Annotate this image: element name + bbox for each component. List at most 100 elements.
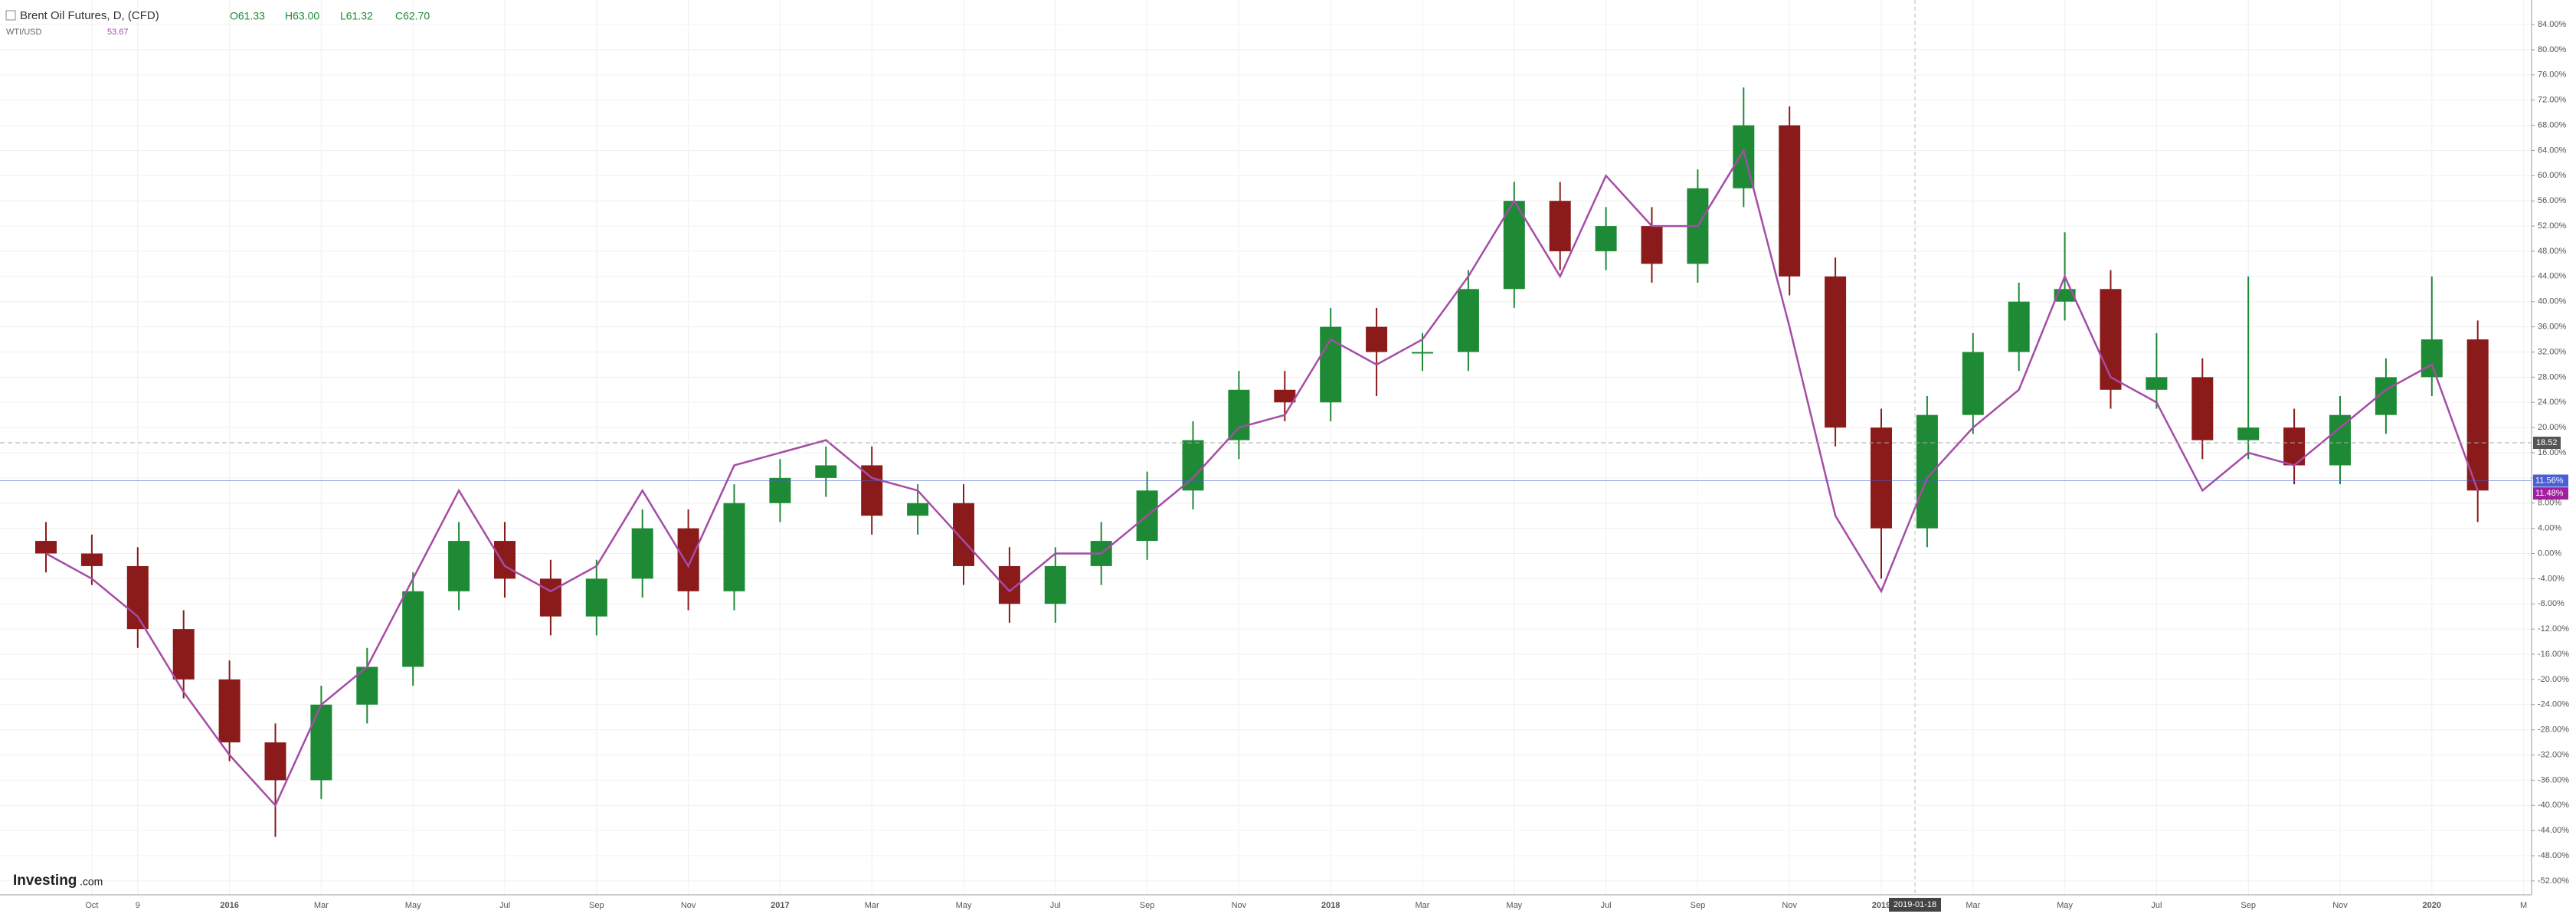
y-tick-label: 32.00% [2538,347,2567,356]
crosshair-label: 2019-01-18 [1894,900,1936,909]
candle-body [35,541,57,554]
y-tick-label: -40.00% [2538,801,2569,810]
y-tick-label: 60.00% [2538,171,2567,180]
candle-body [769,477,791,503]
x-tick-label: Oct [85,901,98,910]
x-tick-label: Jul [2151,901,2162,910]
y-tick-label: -24.00% [2538,700,2569,709]
candle-body [953,503,974,566]
x-tick-label: Jul [1601,901,1612,910]
y-tick-label: 48.00% [2538,247,2567,256]
candle-body [1320,326,1342,403]
price-tag: 18.52 [2536,438,2558,447]
x-tick-label: Mar [1966,901,1980,910]
candle-body [126,565,149,630]
candle-body [448,541,470,591]
candle-body [1916,414,1938,529]
candle-body [2329,414,2351,466]
y-tick-label: -20.00% [2538,675,2569,684]
y-tick-label: 84.00% [2538,20,2567,29]
logo-suffix: .com [80,876,103,888]
candle-body [1549,201,1571,251]
x-tick-label: Nov [1782,901,1797,910]
y-tick-label: 20.00% [2538,423,2567,432]
y-tick-label: -16.00% [2538,650,2569,659]
pct-tag: 11.48% [2535,489,2564,498]
y-tick-label: -4.00% [2538,574,2565,583]
y-tick-label: -48.00% [2538,851,2569,860]
candle-body [2008,301,2030,352]
x-tick-label: Jul [1050,901,1061,910]
x-tick-label: Mar [1416,901,1430,910]
x-tick-label: May [1506,901,1522,910]
compare-name: WTI/USD [6,28,41,37]
x-tick-label: May [2057,901,2073,910]
candle-body [1871,427,1892,529]
candle-body [631,528,653,579]
y-tick-label: -52.00% [2538,876,2569,886]
y-tick-label: 68.00% [2538,120,2567,129]
x-tick-label: Sep [2240,901,2256,910]
candle-body [1641,226,1663,264]
candle-body [723,503,745,591]
x-tick-label: Nov [681,901,696,910]
x-tick-label: 2016 [220,901,238,910]
x-tick-label: Sep [1140,901,1155,910]
candle-body [815,465,837,478]
candle-body [1044,565,1066,604]
x-tick-label: May [405,901,421,910]
x-tick-label: May [956,901,972,910]
candle-body [80,553,103,566]
y-tick-label: -32.00% [2538,750,2569,759]
candle-body [861,465,883,516]
x-tick-label: 2020 [2423,901,2441,910]
y-tick-label: -8.00% [2538,599,2565,608]
y-tick-label: 40.00% [2538,297,2567,306]
candle-body [1595,226,1617,251]
y-tick-label: 36.00% [2538,323,2567,332]
x-tick-label: Sep [1691,901,1706,910]
x-tick-label: Mar [865,901,879,910]
chart-title: Brent Oil Futures, D, (CFD) [20,9,159,22]
x-tick-label: 2019 [1872,901,1890,910]
y-tick-label: 76.00% [2538,70,2567,80]
y-tick-label: -28.00% [2538,725,2569,735]
candle-body [218,679,241,743]
candle-body [172,629,195,680]
x-tick-label: M [2520,901,2527,910]
pct-tag-box [2533,474,2568,487]
candle-body [1779,125,1801,277]
candle-body [2146,377,2168,390]
y-tick-label: -44.00% [2538,826,2569,835]
collapse-icon[interactable] [5,10,16,21]
candle-body [1457,289,1479,352]
x-tick-label: Sep [589,901,604,910]
candle-body [2421,339,2443,378]
candle-body [677,528,699,591]
y-tick-label: 64.00% [2538,146,2567,155]
candle-body [1962,352,1984,415]
y-tick-label: 52.00% [2538,221,2567,231]
ohlc-value: H63.00 [285,10,319,22]
y-tick-label: 24.00% [2538,398,2567,407]
y-tick-label: 4.00% [2538,524,2561,533]
x-tick-label: 9 [136,901,140,910]
crosshair-label-box [1889,898,1941,912]
y-tick-label: 56.00% [2538,196,2567,205]
x-tick-label: Nov [1232,901,1247,910]
candle-body [2191,377,2214,440]
candle-body [1503,201,1525,290]
y-tick-label: -36.00% [2538,775,2569,784]
pct-tag: 11.56% [2535,476,2564,485]
price-tag-box [2533,437,2561,449]
pct-tag-box [2533,487,2568,500]
y-tick-label: 28.00% [2538,372,2567,382]
y-tick-label: 80.00% [2538,45,2567,54]
ohlc-value: C62.70 [395,10,430,22]
compare-line [45,148,2479,807]
candle-body [494,541,516,579]
candle-body [2466,339,2489,491]
x-tick-label: 2017 [771,901,789,910]
